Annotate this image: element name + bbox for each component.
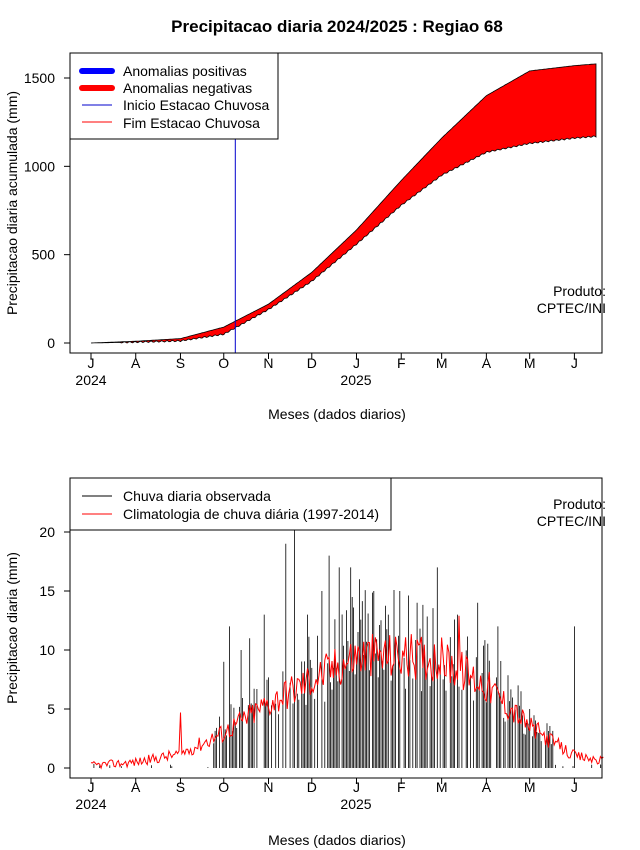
top-x-tick-label: A <box>482 355 492 371</box>
bottom-x-tick-label: N <box>263 779 273 795</box>
top-x-tick-label: J <box>353 355 360 371</box>
top-y-tick-label: 1000 <box>24 158 55 174</box>
top-annotation-line1: Produto: <box>553 283 606 299</box>
bottom-legend: Chuva diaria observada Climatologia de c… <box>69 477 392 531</box>
chart-title: Precipitacao diaria 2024/2025 : Regiao 6… <box>171 17 503 36</box>
bottom-chart: 0 5 10 15 20 J A S O N D J F M A M J Precipitacao diari… <box>4 477 606 848</box>
top-chart: 0 500 1000 1500 J A S O N D J F M A M J Precipitacao d… <box>4 52 606 422</box>
top-x-tick-label: N <box>263 355 273 371</box>
legend-end: Fim Estacao Chuvosa <box>123 115 260 131</box>
top-plot-frame <box>69 52 603 354</box>
bottom-annotation-line1: Produto: <box>553 496 606 512</box>
bottom-x-tick-label: O <box>218 779 229 795</box>
top-y-label: Precipitacao diaria acumulada (mm) <box>4 91 20 315</box>
bottom-legend-box <box>69 477 392 531</box>
top-annotation-line2: CPTEC/INI <box>537 300 606 316</box>
climatology-line <box>90 615 604 770</box>
legend-observed: Chuva diaria observada <box>123 488 271 504</box>
bottom-x-tick-label: D <box>307 779 317 795</box>
bottom-x-tick-label: J <box>353 779 360 795</box>
bottom-y-label: Precipitacao diaria (mm) <box>4 552 20 704</box>
legend-climatology: Climatologia de chuva diária (1997-2014) <box>123 506 379 522</box>
anomaly-negative-area <box>90 63 597 344</box>
bottom-y-tick-label: 0 <box>47 760 55 776</box>
top-x-tick-label: S <box>176 355 185 371</box>
bottom-x-tick-label: A <box>482 779 492 795</box>
top-x-tick-label: O <box>218 355 229 371</box>
bottom-x-tick-label: J <box>88 779 95 795</box>
top-x-tick-label: J <box>571 355 578 371</box>
top-x-tick-label: M <box>436 355 448 371</box>
bottom-y-tick-label: 15 <box>39 583 55 599</box>
bottom-x-tick-label: S <box>176 779 185 795</box>
top-x-label: Meses (dados diarios) <box>268 406 406 422</box>
top-x-tick-label: J <box>88 355 95 371</box>
bottom-x-tick-label: A <box>131 779 141 795</box>
bottom-y-axis: 0 5 10 15 20 <box>39 524 70 776</box>
legend-anomaly-positive: Anomalias positivas <box>123 63 247 79</box>
legend-start: Inicio Estacao Chuvosa <box>123 97 270 113</box>
top-y-tick-label: 1500 <box>24 70 55 86</box>
bottom-x-label: Meses (dados diarios) <box>268 832 406 848</box>
top-y-tick-label: 500 <box>32 247 56 263</box>
bottom-x-tick-label: M <box>436 779 448 795</box>
bottom-year-2024: 2024 <box>75 796 106 812</box>
top-x-tick-label: A <box>131 355 141 371</box>
top-year-2025: 2025 <box>340 372 371 388</box>
bottom-y-tick-label: 5 <box>47 701 55 717</box>
bottom-x-tick-label: J <box>571 779 578 795</box>
bottom-year-2025: 2025 <box>340 796 371 812</box>
top-legend-box <box>69 52 279 140</box>
top-x-tick-label: D <box>307 355 317 371</box>
top-legend: Anomalias positivas Anomalias negativas … <box>69 52 279 140</box>
bottom-y-tick-label: 20 <box>39 524 55 540</box>
anomaly-area <box>90 63 597 344</box>
legend-anomaly-negative: Anomalias negativas <box>123 80 252 96</box>
bottom-x-tick-label: F <box>397 779 406 795</box>
top-x-tick-label: F <box>397 355 406 371</box>
bottom-annotation-line2: CPTEC/INI <box>537 513 606 529</box>
bottom-y-tick-label: 10 <box>39 642 55 658</box>
top-year-2024: 2024 <box>75 372 106 388</box>
bottom-x-tick-label: M <box>524 779 536 795</box>
top-x-tick-label: M <box>524 355 536 371</box>
observed-bars <box>93 508 603 768</box>
top-y-tick-label: 0 <box>47 335 55 351</box>
top-y-axis: 0 500 1000 1500 <box>24 70 70 351</box>
